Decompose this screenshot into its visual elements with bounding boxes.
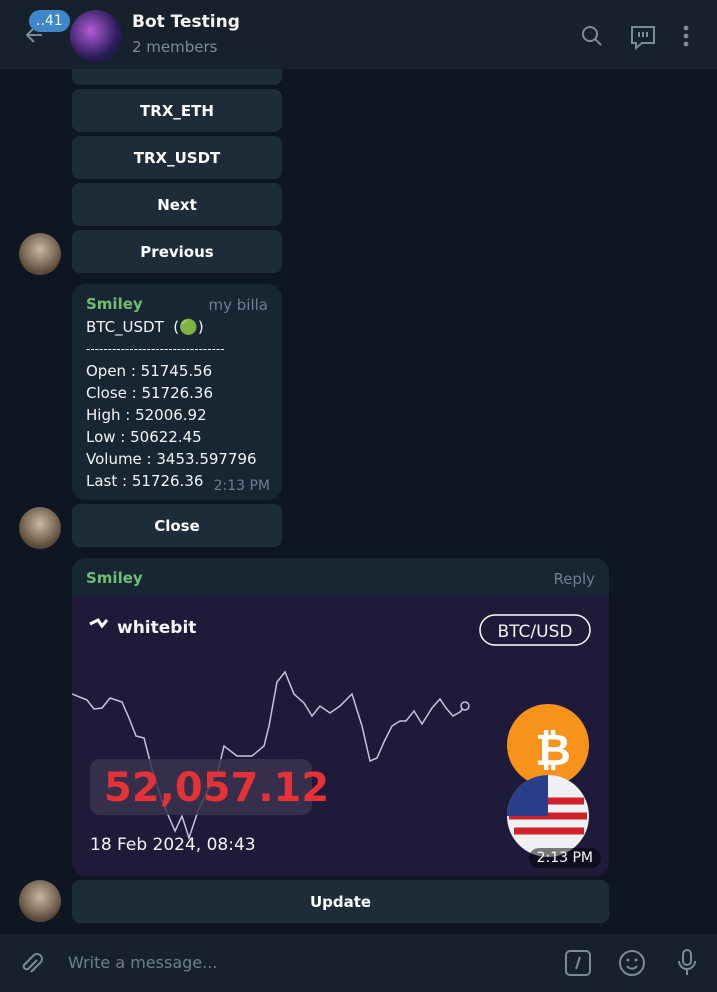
attach-icon[interactable] <box>18 950 44 978</box>
search-icon[interactable] <box>580 24 604 48</box>
message-line: BTC_USDT (🟢) <box>86 318 204 336</box>
sender-tag: my billa <box>208 296 268 314</box>
message-line: Open : 51745.56 <box>86 362 213 380</box>
reply-label[interactable]: Reply <box>553 570 595 588</box>
chat-title[interactable]: Bot Testing <box>132 12 240 32</box>
member-count: 2 members <box>132 38 218 56</box>
back-arrow[interactable] <box>22 22 48 48</box>
brand-logo: whitebit <box>117 618 197 638</box>
message-text: BTC_USDT (🟢) ----------------------------… <box>86 316 257 492</box>
sender-avatar[interactable] <box>19 233 61 275</box>
keyboard-button[interactable]: TRX_ETH <box>72 89 282 132</box>
message-line: Low : 50622.45 <box>86 428 202 446</box>
message-input[interactable]: Write a message... <box>68 953 218 972</box>
emoji-icon[interactable] <box>618 949 646 977</box>
menu-icon[interactable] <box>678 24 694 48</box>
price-chart-image <box>72 614 591 857</box>
image-card[interactable]: whitebit BTC/USD 52,057.12 18 Feb 2024, … <box>72 596 609 876</box>
message-bubble: Smiley Reply whitebit BTC/USD 52,057.12 … <box>72 558 609 876</box>
pair-label: BTC/USD <box>497 622 573 642</box>
message-line: -------------------------------- <box>86 342 225 356</box>
commands-icon[interactable] <box>564 949 592 977</box>
chat-header: ..41 Bot Testing 2 members <box>0 0 717 69</box>
price-label: 52,057.12 <box>104 765 330 811</box>
sender-name[interactable]: Smiley <box>86 295 143 313</box>
message-line: Close : 51726.36 <box>86 384 214 402</box>
sender-avatar[interactable] <box>19 880 61 922</box>
message-line: Volume : 3453.597796 <box>86 450 257 468</box>
message-bubble: Smiley my billa BTC_USDT (🟢) ------------… <box>72 284 282 500</box>
keyboard-button[interactable]: Update <box>72 880 609 923</box>
message-line: Last : 51726.36 <box>86 472 204 490</box>
keyboard-button[interactable]: Next <box>72 183 282 226</box>
mic-icon[interactable] <box>676 948 698 978</box>
keyboard-button[interactable]: Previous <box>72 230 282 273</box>
message-time: 2:13 PM <box>528 848 601 868</box>
sender-avatar[interactable] <box>19 507 61 549</box>
keyboard-button-partial[interactable] <box>72 69 282 85</box>
bitcoin-symbol: ₿ <box>535 725 571 776</box>
discussion-icon[interactable] <box>629 23 657 51</box>
keyboard-button[interactable]: TRX_USDT <box>72 136 282 179</box>
group-avatar[interactable] <box>70 10 122 62</box>
message-time: 2:13 PM <box>213 478 270 494</box>
message-line: High : 52006.92 <box>86 406 207 424</box>
unread-badge: ..41 <box>29 10 70 32</box>
keyboard-button[interactable]: Close <box>72 504 282 547</box>
input-bar: Write a message... <box>0 934 717 992</box>
date-label: 18 Feb 2024, 08:43 <box>90 835 256 855</box>
sender-name[interactable]: Smiley <box>86 569 143 587</box>
